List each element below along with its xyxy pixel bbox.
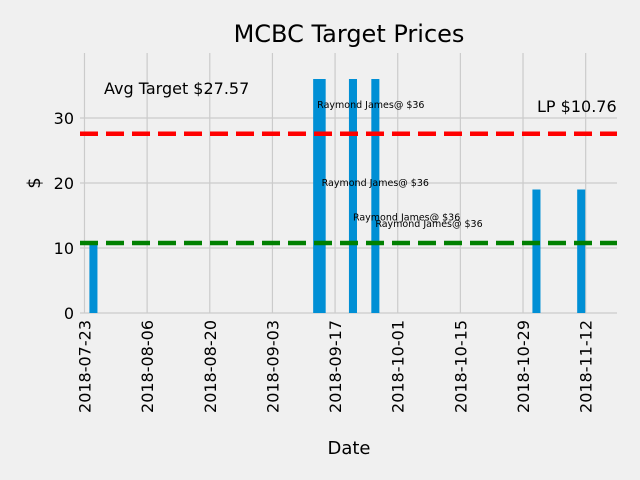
y-axis-title: $ <box>24 177 45 188</box>
chart-title: MCBC Target Prices <box>234 20 465 48</box>
x-tick-label: 2018-08-20 <box>201 320 220 413</box>
avg-target-label: Avg Target $27.57 <box>104 79 249 98</box>
grid <box>80 53 617 314</box>
x-tick-labels: 2018-07-23 2018-08-06 2018-08-20 2018-09-03… <box>75 320 595 413</box>
bar-annotation: Raymond James@ $36 <box>353 212 460 223</box>
bar <box>532 189 541 313</box>
bar <box>313 79 322 313</box>
bars <box>89 79 586 313</box>
x-tick-label: 2018-07-23 <box>75 320 94 413</box>
bar-annotation: Raymond James@ $36 <box>317 100 424 111</box>
y-tick-label: 0 <box>64 304 74 323</box>
x-tick-label: 2018-10-29 <box>514 320 533 413</box>
bar <box>89 241 98 313</box>
x-tick-label: 2018-08-06 <box>138 320 157 413</box>
bar <box>577 189 586 313</box>
bar <box>317 79 326 313</box>
bar-annotation: Raymond James@ $36 <box>322 178 429 189</box>
bar-annotation: Raymond James@ $36 <box>375 219 482 230</box>
x-tick-label: 2018-11-12 <box>577 320 596 413</box>
reference-lines <box>80 131 617 246</box>
x-tick-label: 2018-10-01 <box>389 320 408 413</box>
y-tick-label: 20 <box>54 174 74 193</box>
y-tick-labels: 0 10 20 30 <box>54 109 74 323</box>
last-price-label: LP $10.76 <box>537 97 617 116</box>
y-tick-label: 30 <box>54 109 74 128</box>
bar <box>371 79 380 313</box>
bar <box>348 79 358 313</box>
x-axis-title: Date <box>327 438 370 459</box>
x-tick-label: 2018-10-15 <box>451 320 470 413</box>
x-tick-label: 2018-09-17 <box>326 320 345 413</box>
x-tick-label: 2018-09-03 <box>263 320 282 413</box>
y-tick-label: 10 <box>54 239 74 258</box>
annotations: Avg Target $27.57 LP $10.76 Raymond James@… <box>104 79 617 230</box>
